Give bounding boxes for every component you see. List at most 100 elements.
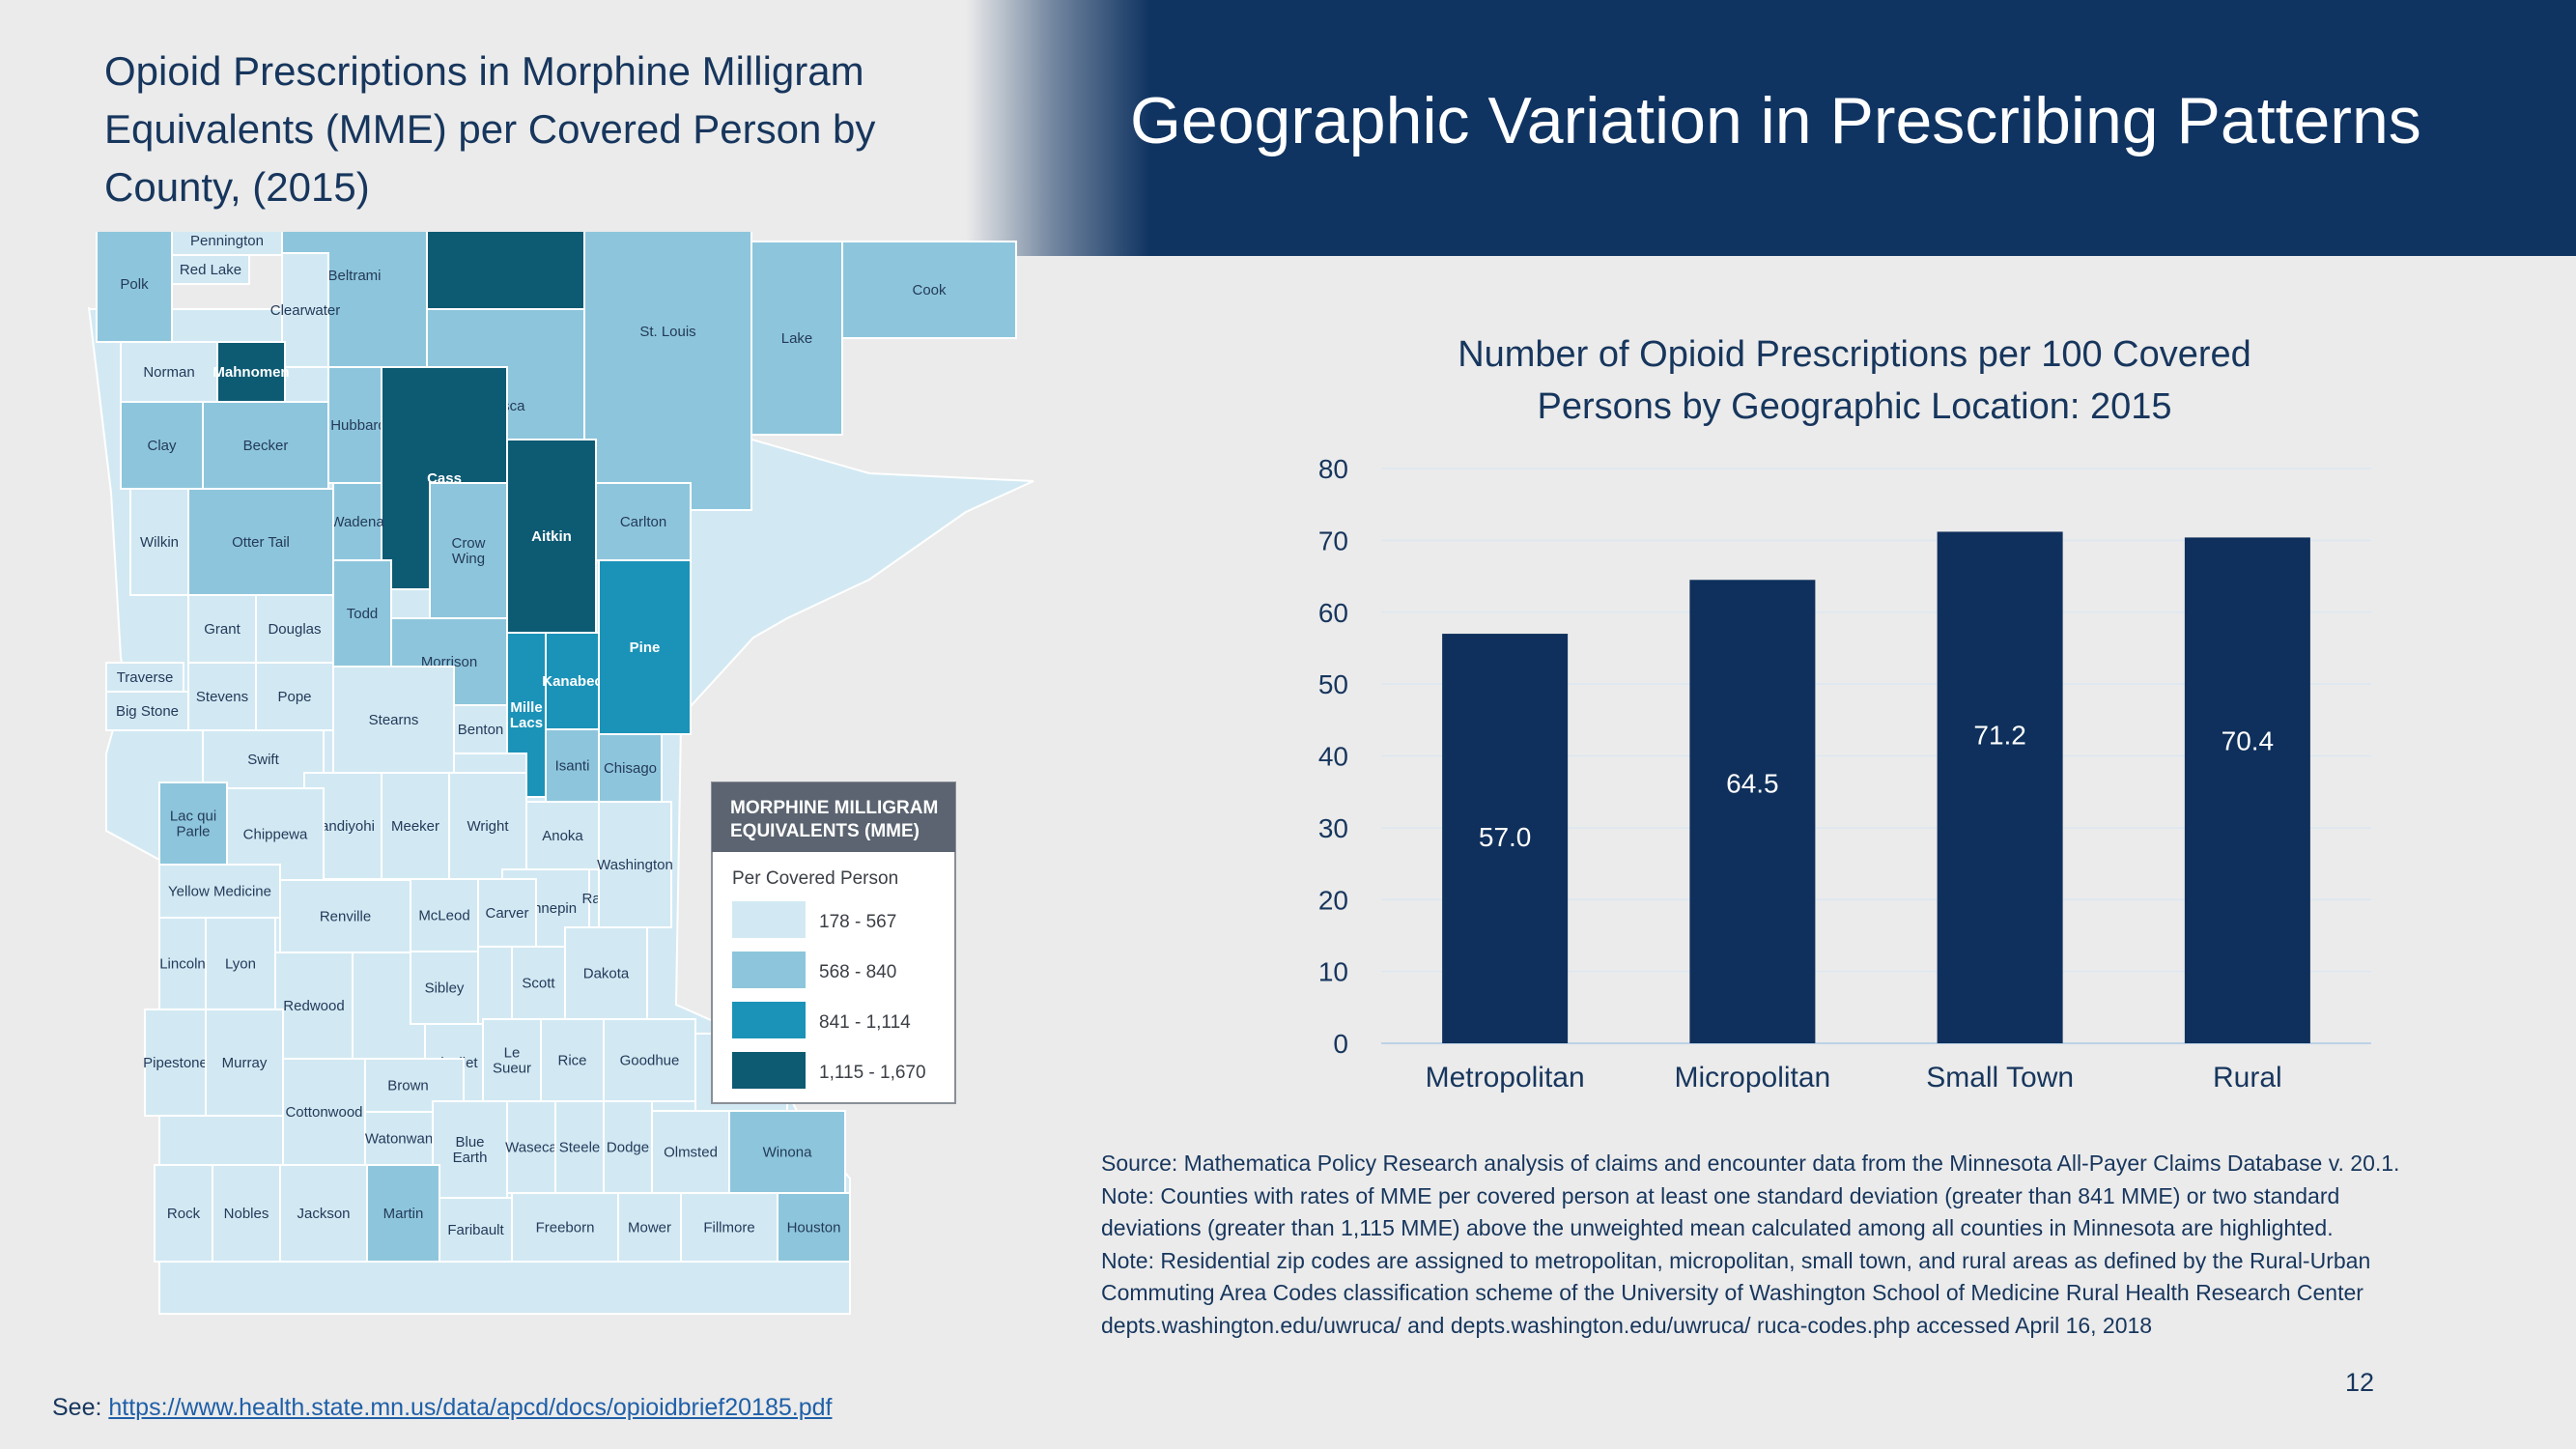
- y-tick-label: 0: [1333, 1029, 1348, 1059]
- y-tick-label: 10: [1318, 957, 1348, 987]
- county-region: [105, 662, 184, 693]
- county-label: Murray: [222, 1055, 268, 1071]
- county-label: Houston: [787, 1220, 841, 1236]
- county-region: [202, 401, 329, 490]
- county-region: [332, 559, 392, 668]
- county-label: Stevens: [196, 689, 248, 705]
- county-label: Aitkin: [531, 528, 572, 545]
- county-region: [410, 878, 479, 952]
- county-label: Wilkin: [140, 534, 179, 551]
- bar: [1937, 531, 2063, 1043]
- chart-title: Number of Opioid Prescriptions per 100 C…: [1333, 328, 2376, 433]
- source-line: Source: Mathematica Policy Research anal…: [1101, 1151, 2400, 1176]
- county-label: Redwood: [283, 998, 344, 1014]
- county-label: Le Sueur: [493, 1045, 531, 1077]
- source-link[interactable]: https://www.health.state.mn.us/data/apcd…: [108, 1394, 833, 1421]
- legend-label: 568 - 840: [819, 962, 896, 982]
- county-label: Washington: [597, 857, 673, 873]
- county-label: Becker: [243, 438, 289, 454]
- county-region: [154, 1164, 213, 1263]
- y-tick-label: 40: [1318, 742, 1348, 772]
- county-region: [545, 632, 600, 730]
- county-region: [598, 733, 663, 803]
- county-label: Cottonwood: [285, 1104, 362, 1121]
- county-region: [144, 1009, 207, 1117]
- county-label: McLeod: [418, 908, 469, 924]
- county-region: [279, 1164, 368, 1263]
- x-tick-label: Micropolitan: [1675, 1062, 1831, 1094]
- county-region: [511, 1192, 619, 1263]
- county-label: Chisago: [604, 760, 657, 777]
- county-label: Olmsted: [664, 1145, 718, 1161]
- county-label: Jackson: [297, 1206, 350, 1222]
- note-line: Note: Counties with rates of MME per cov…: [1101, 1182, 2340, 1208]
- county-region: [327, 366, 389, 484]
- see-prefix: See:: [52, 1394, 109, 1421]
- county-label: Kandiyohi: [311, 818, 375, 835]
- x-tick-label: Small Town: [1926, 1062, 2074, 1094]
- county-label: Polk: [120, 276, 149, 293]
- county-label: Mahnomen: [212, 364, 289, 381]
- map-title-line: Equivalents (MME) per Covered Person by: [104, 106, 876, 152]
- county-region: [187, 594, 257, 664]
- county-label: Carver: [485, 905, 528, 922]
- y-tick-label: 70: [1318, 526, 1348, 555]
- county-label: Beltrami: [327, 268, 381, 284]
- data-label: 57.0: [1479, 822, 1532, 852]
- county-region: [187, 488, 334, 596]
- county-region: [728, 1110, 846, 1194]
- legend-label: 1,115 - 1,670: [819, 1063, 926, 1083]
- county-label: Wright: [467, 818, 509, 835]
- county-label: Nobles: [224, 1206, 269, 1222]
- county-region: [281, 252, 329, 368]
- county-label: Brown: [387, 1078, 429, 1094]
- county-region: [120, 401, 204, 490]
- map-legend: MORPHINE MILLIGRAM EQUIVALENTS (MME) Per…: [711, 781, 956, 1104]
- county-label: Watonwan: [365, 1131, 433, 1148]
- legend-subheading: Per Covered Person: [732, 868, 898, 889]
- county-region: [205, 1009, 284, 1117]
- map-title-line: Opioid Prescriptions in Morphine Milligr…: [104, 48, 864, 94]
- county-region: [364, 1111, 434, 1166]
- county-label: Yellow Medicine: [168, 884, 271, 900]
- x-tick-label: Rural: [2213, 1062, 2282, 1094]
- county-label: Kanabec: [542, 673, 603, 690]
- county-label: Pine: [630, 639, 661, 656]
- y-tick-label: 80: [1318, 454, 1348, 484]
- county-label: Benton: [458, 722, 504, 738]
- county-region: [598, 559, 692, 735]
- county-label: Lyon: [225, 956, 256, 973]
- county-label: Pennington: [190, 233, 264, 249]
- minnesota-county-map: KittsonRoseauLakeof theWoodsMarshallKooc…: [88, 232, 1034, 1315]
- page-number: 12: [2345, 1368, 2375, 1397]
- county-label: Clay: [147, 438, 177, 454]
- county-region: [439, 1197, 513, 1263]
- source-notes: Source: Mathematica Policy Research anal…: [1101, 1148, 2550, 1342]
- chart-title-line: Number of Opioid Prescriptions per 100 C…: [1458, 334, 2251, 375]
- county-label: Wadena: [330, 514, 384, 530]
- county-region: [216, 341, 286, 403]
- legend-swatch: [732, 1052, 806, 1089]
- x-tick-label: Metropolitan: [1426, 1062, 1585, 1094]
- county-label: Big Stone: [116, 703, 179, 720]
- county-label: Todd: [347, 606, 379, 622]
- county-label: Norman: [143, 364, 194, 381]
- county-label: Cook: [912, 282, 947, 298]
- county-region: [205, 917, 276, 1010]
- county-region: [279, 879, 411, 953]
- y-tick-label: 50: [1318, 669, 1348, 699]
- county-label: Scott: [522, 976, 555, 992]
- county-label: Lake: [781, 330, 813, 347]
- county-label: Rice: [557, 1053, 586, 1069]
- county-label: Martin: [383, 1206, 424, 1222]
- county-region: [410, 951, 479, 1025]
- county-region: [540, 1018, 605, 1102]
- county-label: Stearns: [369, 712, 419, 728]
- y-tick-label: 30: [1318, 813, 1348, 843]
- county-region: [525, 801, 600, 870]
- county-label: St. Louis: [639, 324, 695, 340]
- county-label: Traverse: [117, 669, 174, 686]
- header-band: [966, 0, 2576, 256]
- legend-swatch: [732, 1002, 806, 1038]
- county-region: [595, 482, 692, 561]
